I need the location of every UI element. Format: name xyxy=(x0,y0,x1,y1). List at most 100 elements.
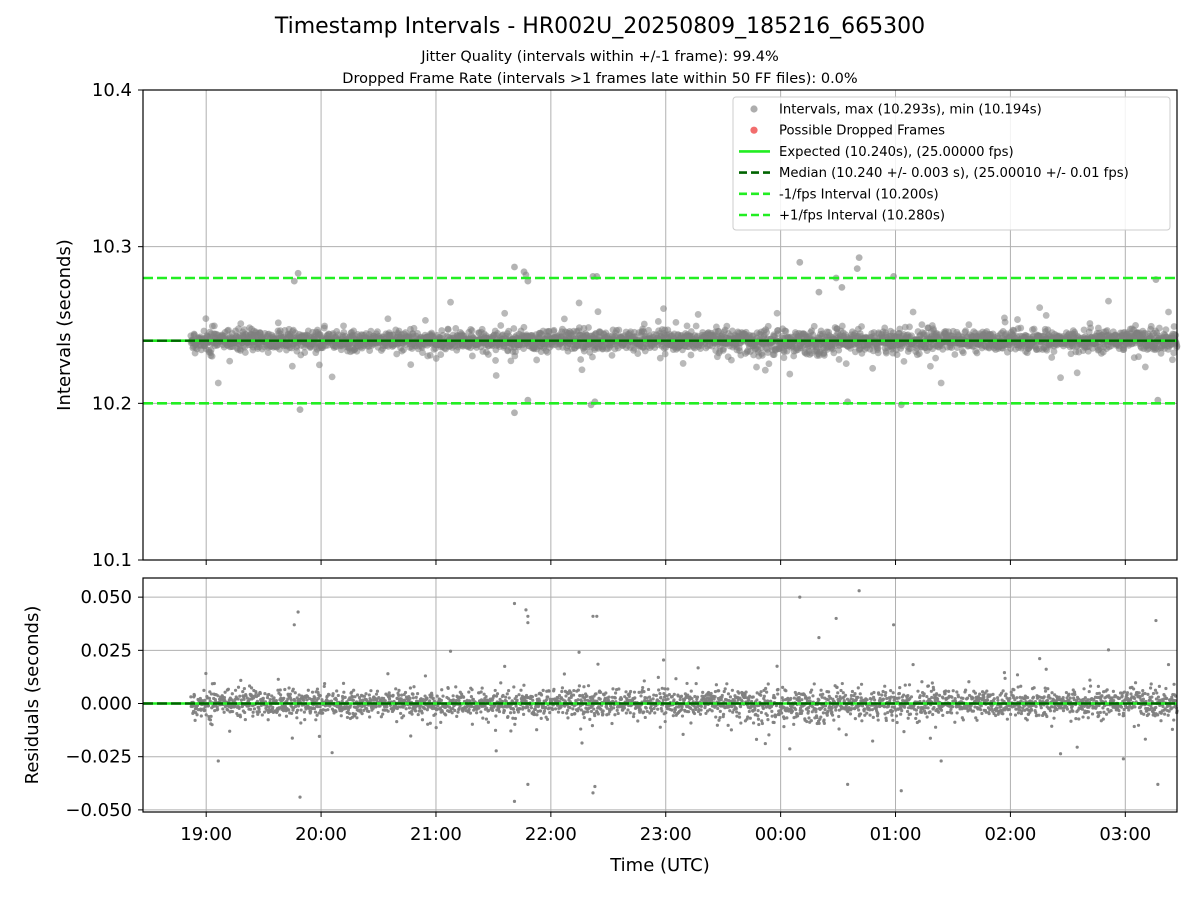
data-point xyxy=(520,323,528,331)
data-point xyxy=(342,690,346,694)
data-point xyxy=(192,693,197,698)
data-point xyxy=(744,690,748,694)
data-point xyxy=(232,704,237,709)
data-point xyxy=(770,709,774,714)
data-point xyxy=(937,379,945,387)
data-point xyxy=(915,350,923,358)
data-point xyxy=(216,707,220,711)
data-point xyxy=(318,693,322,698)
data-point xyxy=(800,709,804,713)
data-point xyxy=(1155,324,1163,332)
y-axis-label: Intervals (seconds) xyxy=(54,239,75,411)
data-point xyxy=(616,711,620,716)
legend-label: Expected (10.240s), (25.00000 fps) xyxy=(779,145,1014,160)
data-point xyxy=(586,684,591,688)
data-point xyxy=(299,721,303,725)
data-point xyxy=(274,319,282,327)
data-point xyxy=(239,698,244,702)
data-point xyxy=(383,699,387,703)
data-point xyxy=(518,707,522,711)
data-point xyxy=(666,687,670,691)
data-point xyxy=(639,708,643,712)
data-point xyxy=(209,714,213,718)
data-point xyxy=(598,697,602,701)
data-point xyxy=(410,324,418,332)
data-point xyxy=(381,712,385,716)
data-point xyxy=(335,689,339,693)
data-point xyxy=(207,696,212,700)
data-point xyxy=(1087,324,1094,332)
data-point xyxy=(316,696,321,700)
data-point xyxy=(577,650,581,654)
y-tick-label: 10.1 xyxy=(92,550,132,571)
data-point xyxy=(529,706,534,710)
data-point xyxy=(479,690,483,694)
data-point xyxy=(755,698,759,702)
data-point xyxy=(215,705,219,709)
data-point xyxy=(666,697,670,701)
data-point xyxy=(1105,297,1112,305)
data-point xyxy=(869,364,877,372)
data-point xyxy=(965,321,973,329)
data-point xyxy=(288,692,292,696)
data-point xyxy=(598,690,603,694)
data-point xyxy=(657,688,661,692)
data-point xyxy=(422,316,429,324)
data-point xyxy=(1170,323,1178,330)
data-point xyxy=(776,692,780,696)
data-point xyxy=(535,728,539,732)
data-point xyxy=(428,721,432,725)
data-point xyxy=(560,689,564,694)
data-point xyxy=(318,705,322,709)
data-point xyxy=(328,373,336,381)
data-point xyxy=(270,694,274,698)
data-point xyxy=(661,658,666,662)
data-point xyxy=(592,707,596,711)
data-point xyxy=(432,355,440,362)
data-point xyxy=(715,723,719,727)
data-point xyxy=(302,698,306,702)
data-point xyxy=(556,710,561,714)
data-point xyxy=(1036,304,1044,312)
data-point xyxy=(334,698,338,702)
data-point xyxy=(367,693,371,697)
data-point xyxy=(588,717,592,722)
data-point xyxy=(737,691,741,695)
data-point xyxy=(242,687,246,691)
data-point xyxy=(499,681,503,685)
data-point xyxy=(461,695,466,699)
data-point xyxy=(658,692,662,696)
data-point xyxy=(510,325,518,332)
data-point xyxy=(287,708,291,712)
data-point xyxy=(613,696,617,700)
data-point xyxy=(531,698,535,702)
data-point xyxy=(410,712,414,716)
data-point xyxy=(492,357,499,364)
data-point xyxy=(351,698,355,702)
data-point xyxy=(456,710,460,714)
data-point xyxy=(680,714,685,718)
data-point xyxy=(589,353,596,361)
data-point xyxy=(310,690,315,694)
data-point xyxy=(576,688,581,692)
data-point xyxy=(601,712,605,716)
data-point xyxy=(580,741,584,745)
data-point xyxy=(313,696,317,700)
data-point xyxy=(577,356,585,363)
data-point xyxy=(352,688,356,692)
data-point xyxy=(444,713,448,717)
data-point xyxy=(594,692,598,696)
data-point xyxy=(451,694,455,698)
data-point xyxy=(340,699,344,703)
data-point xyxy=(538,709,543,713)
data-point xyxy=(560,315,568,323)
data-point xyxy=(754,737,759,741)
data-point xyxy=(214,379,222,387)
data-point xyxy=(199,714,203,718)
data-point xyxy=(384,315,392,323)
data-point xyxy=(604,691,608,695)
data-point xyxy=(514,704,518,708)
legend-label: Possible Dropped Frames xyxy=(779,124,945,139)
data-point xyxy=(454,685,458,689)
